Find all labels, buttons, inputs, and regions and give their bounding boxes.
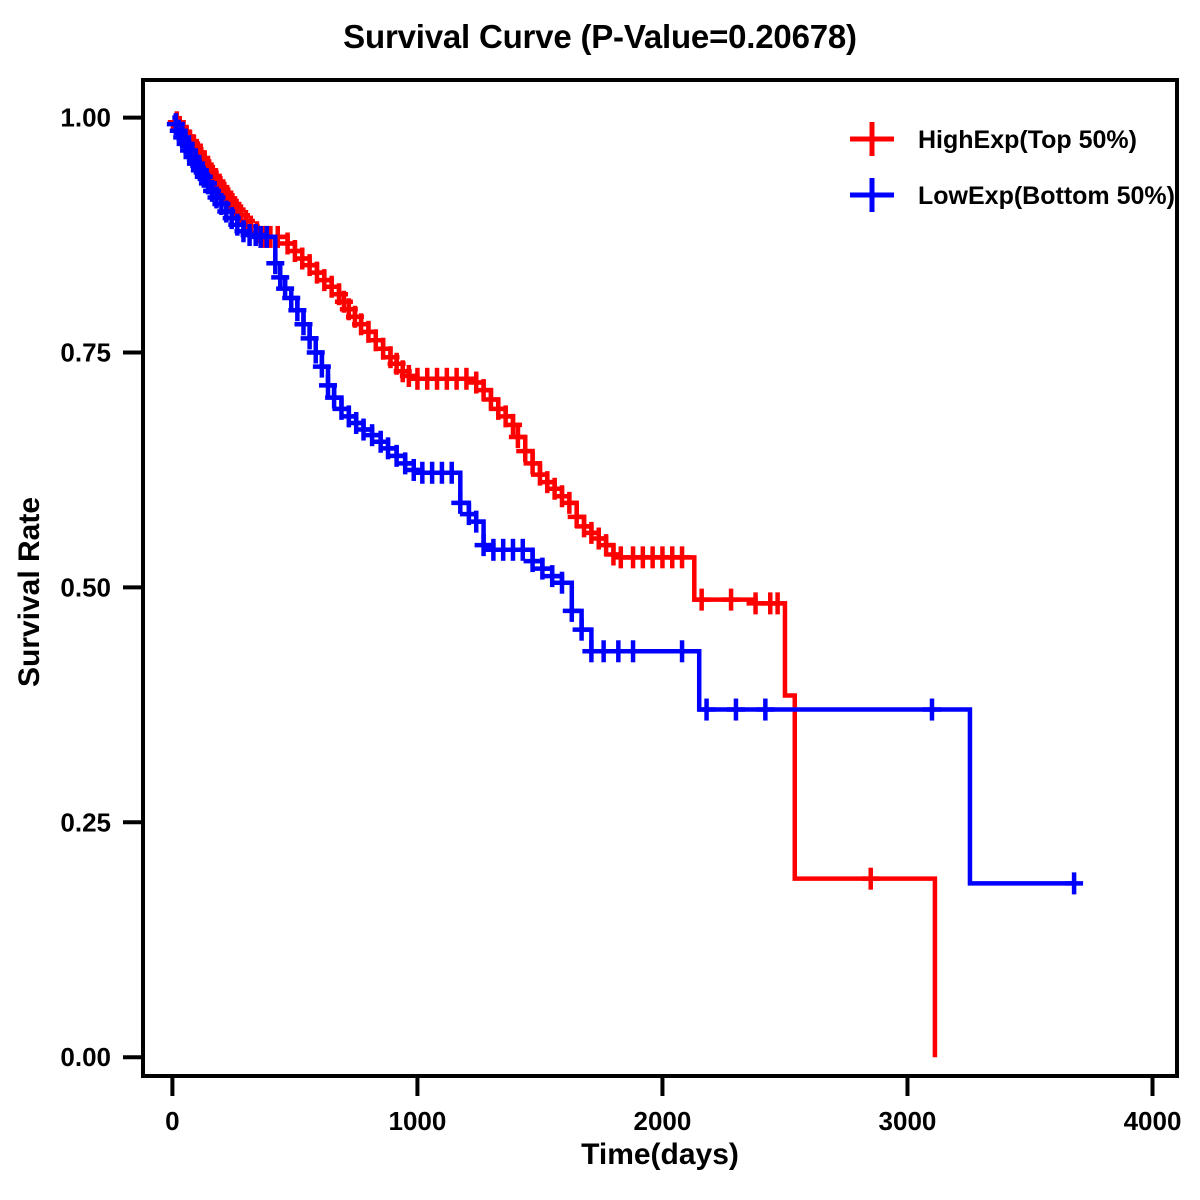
y-tick-label: 0.00 xyxy=(60,1042,111,1072)
page-title: Survival Curve (P-Value=0.20678) xyxy=(343,18,857,55)
y-tick-label: 0.50 xyxy=(60,572,111,602)
censor-marks xyxy=(167,111,880,890)
y-tick-label: 0.75 xyxy=(60,337,111,367)
x-axis-title: Time(days) xyxy=(581,1138,739,1171)
legend-item-low-exp[interactable]: LowExp(Bottom 50%) xyxy=(850,178,1175,212)
plot-frame xyxy=(141,78,1179,1078)
legend-label: HighExp(Top 50%) xyxy=(918,126,1137,154)
legend: HighExp(Top 50%) LowExp(Bottom 50%) xyxy=(850,122,1175,212)
legend-label: LowExp(Bottom 50%) xyxy=(918,182,1175,210)
censor-marks xyxy=(166,113,1084,895)
x-tick-label: 3000 xyxy=(879,1106,937,1136)
series-lowexp-bottom-50 xyxy=(166,113,1084,895)
y-tick-label: 0.25 xyxy=(60,807,111,837)
legend-plus-icon xyxy=(850,122,894,156)
x-tick-label: 2000 xyxy=(634,1106,692,1136)
y-tick-label: 1.00 xyxy=(60,103,111,133)
legend-plus-icon xyxy=(850,178,894,212)
x-tick-label: 1000 xyxy=(389,1106,447,1136)
x-tick-label: 0 xyxy=(165,1106,179,1136)
survival-step-line xyxy=(172,115,938,1058)
survival-curves xyxy=(166,111,1084,1058)
x-tick-label: 4000 xyxy=(1124,1106,1182,1136)
survival-step-line xyxy=(172,115,1075,886)
axis-ticks: 0 1000 2000 3000 4000 0.00 0.25 0.50 0.75 1.00 xyxy=(60,103,1181,1136)
plot-border xyxy=(141,78,1179,1078)
legend-item-high-exp[interactable]: HighExp(Top 50%) xyxy=(850,122,1137,156)
